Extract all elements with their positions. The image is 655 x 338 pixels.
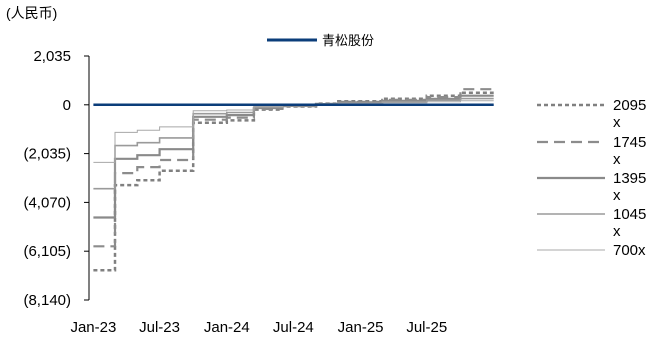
y-tick-label: (2,035) [23, 146, 71, 163]
legend-label: 青松股份 [322, 33, 374, 48]
legend-label: 1745 x [613, 134, 646, 168]
y-tick-label: (8,140) [23, 292, 71, 309]
y-tick-label: 2,035 [33, 48, 71, 65]
plot-area [93, 88, 494, 272]
y-axis: 2,035 0 (2,035) (4,070) (6,105) (8,140) [23, 48, 90, 309]
x-tick-label: Jan-25 [338, 319, 384, 336]
x-axis: Jan-23 Jul-23 Jan-24 Jul-24 Jan-25 Jul-25 [70, 319, 447, 336]
unit-label: (人民币) [6, 5, 57, 21]
series-line-3 [93, 94, 494, 219]
x-tick-label: Jul-24 [273, 319, 314, 336]
y-tick-label: (6,105) [23, 243, 71, 260]
x-tick-label: Jul-23 [139, 319, 180, 336]
series-line-2 [93, 88, 494, 248]
y-tick-label: (4,070) [23, 194, 71, 211]
legend-label: 1395 x [613, 170, 646, 204]
x-tick-label: Jul-25 [406, 319, 447, 336]
series-line-1 [93, 91, 494, 272]
x-tick-label: Jan-24 [204, 319, 250, 336]
legend-label: 2095 x [613, 97, 646, 131]
legend-top: 青松股份 [267, 33, 374, 48]
y-tick-label: 0 [63, 97, 71, 114]
legend-label: 1045 x [613, 206, 646, 240]
series-line-5 [93, 100, 494, 163]
series-line-4 [93, 97, 494, 190]
legend-label: 700x [613, 242, 646, 259]
x-tick-label: Jan-23 [70, 319, 116, 336]
